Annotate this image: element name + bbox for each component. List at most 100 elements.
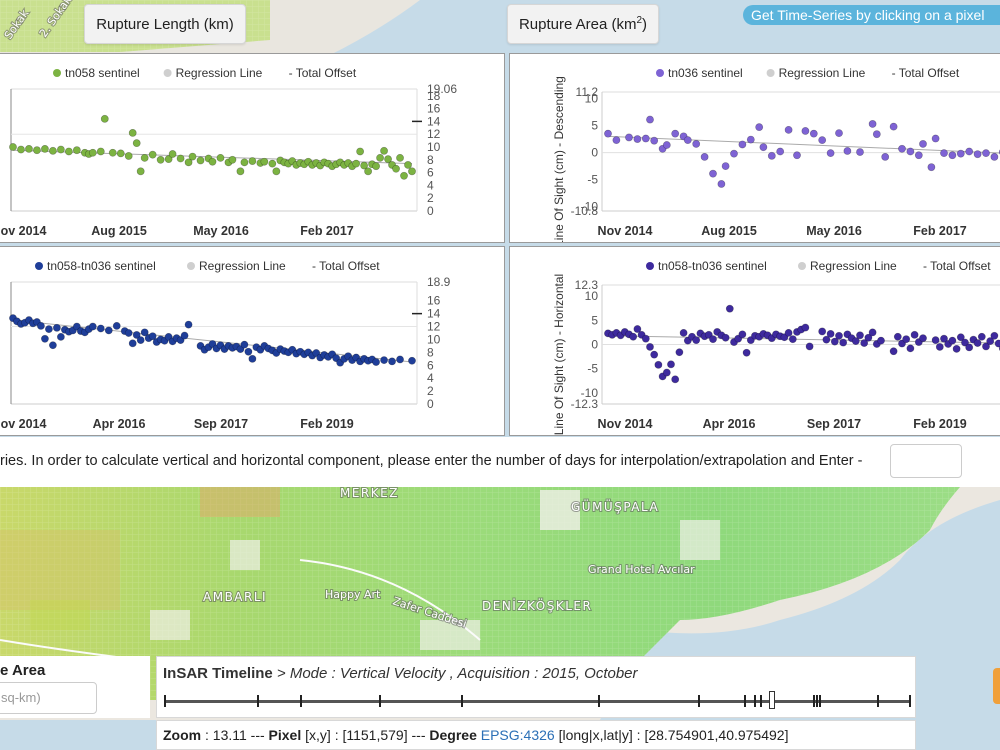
epsg-link[interactable]: EPSG:4326 [480,727,555,743]
data-point[interactable] [184,158,193,167]
data-point[interactable] [868,328,877,337]
legend-regression[interactable]: Regression Line [779,66,866,80]
data-point[interactable] [641,134,650,143]
data-point[interactable] [755,123,764,132]
data-point[interactable] [889,347,898,356]
timeline-tick[interactable] [760,695,762,707]
data-point[interactable] [721,333,730,342]
data-point[interactable] [376,153,384,162]
data-point[interactable] [801,323,810,332]
legend-regression[interactable]: Regression Line [810,259,897,273]
data-point[interactable] [898,144,906,153]
data-point[interactable] [675,348,684,357]
rupture-length-button[interactable]: Rupture Length (km) [84,4,246,44]
data-point[interactable] [961,338,969,347]
data-point[interactable] [646,343,654,351]
timeline-handle[interactable] [769,691,776,709]
data-point[interactable] [826,149,835,158]
data-point[interactable] [384,155,392,164]
legend-regression[interactable]: Regression Line [199,259,286,273]
data-point[interactable] [33,146,41,155]
data-point[interactable] [37,321,45,330]
data-point[interactable] [742,348,751,357]
data-point[interactable] [973,339,982,347]
orange-side-button[interactable] [993,668,1000,704]
data-point[interactable] [25,145,33,153]
data-point[interactable] [408,167,416,176]
data-point[interactable] [208,157,217,166]
timeline-tick[interactable] [698,695,701,707]
data-point[interactable] [168,150,177,158]
data-point[interactable] [956,333,965,342]
rupture-area-button[interactable]: Rupture Area (km2) [507,4,659,44]
data-point[interactable] [662,141,671,149]
data-point[interactable] [633,135,642,143]
data-point[interactable] [633,325,642,333]
data-point[interactable] [88,322,97,331]
data-point[interactable] [625,133,633,142]
data-point[interactable] [738,140,747,149]
data-point[interactable] [400,171,408,180]
data-point[interactable] [784,328,793,337]
data-point[interactable] [128,129,137,137]
data-point[interactable] [856,331,864,340]
data-point[interactable] [990,331,999,340]
data-point[interactable] [746,135,755,144]
chart-legend[interactable]: tn036 sentinel Regression Line - Total Off… [656,66,960,80]
data-point[interactable] [851,337,860,346]
data-point[interactable] [759,143,768,152]
data-point[interactable] [196,156,205,165]
data-point[interactable] [990,153,999,161]
data-point[interactable] [240,158,249,167]
timeline-tick[interactable] [812,695,815,707]
data-point[interactable] [826,329,835,338]
data-point[interactable] [717,180,726,188]
data-point[interactable] [236,167,245,176]
data-point[interactable] [931,134,940,143]
data-point[interactable] [965,343,974,352]
data-point[interactable] [392,164,400,173]
data-point[interactable] [679,328,688,337]
data-point[interactable] [767,151,776,160]
data-point[interactable] [17,145,25,154]
data-point[interactable] [940,149,948,158]
timeline-tick[interactable] [815,695,818,707]
data-point[interactable] [136,167,145,176]
data-point[interactable] [216,153,225,162]
data-point[interactable] [986,337,995,346]
data-point[interactable] [364,167,373,176]
data-point[interactable] [994,339,1000,348]
data-point[interactable] [671,375,680,384]
data-point[interactable] [132,139,141,148]
data-point[interactable] [801,127,810,135]
timeline-tick[interactable] [164,695,166,707]
legend-offset[interactable]: - Total Offset [892,66,960,80]
data-point[interactable] [100,114,109,123]
timeline-tick[interactable] [378,695,381,707]
chart-legend[interactable]: tn058 sentinel Regression Line - Total Off… [53,66,357,80]
data-point[interactable] [914,151,923,160]
data-point[interactable] [822,335,831,344]
data-point[interactable] [128,339,137,348]
data-point[interactable] [41,334,49,343]
data-point[interactable] [709,335,717,344]
data-point[interactable] [662,368,671,377]
data-point[interactable] [692,140,701,148]
data-point[interactable] [124,152,133,160]
data-point[interactable] [872,130,881,139]
data-point[interactable] [973,150,982,159]
timeline-tick[interactable] [754,695,757,707]
data-point[interactable] [272,167,281,176]
legend-series[interactable]: tn036 sentinel [668,66,743,80]
data-point[interactable] [730,149,738,158]
data-point[interactable] [396,355,404,364]
timeline-tick[interactable] [257,695,260,707]
data-point[interactable] [927,163,936,172]
data-point[interactable] [132,331,141,339]
data-point[interactable] [919,334,927,343]
timeline-tick[interactable] [876,695,879,707]
data-point[interactable] [683,136,692,145]
data-point[interactable] [881,153,890,161]
data-point[interactable] [180,331,189,340]
data-point[interactable] [935,343,944,351]
